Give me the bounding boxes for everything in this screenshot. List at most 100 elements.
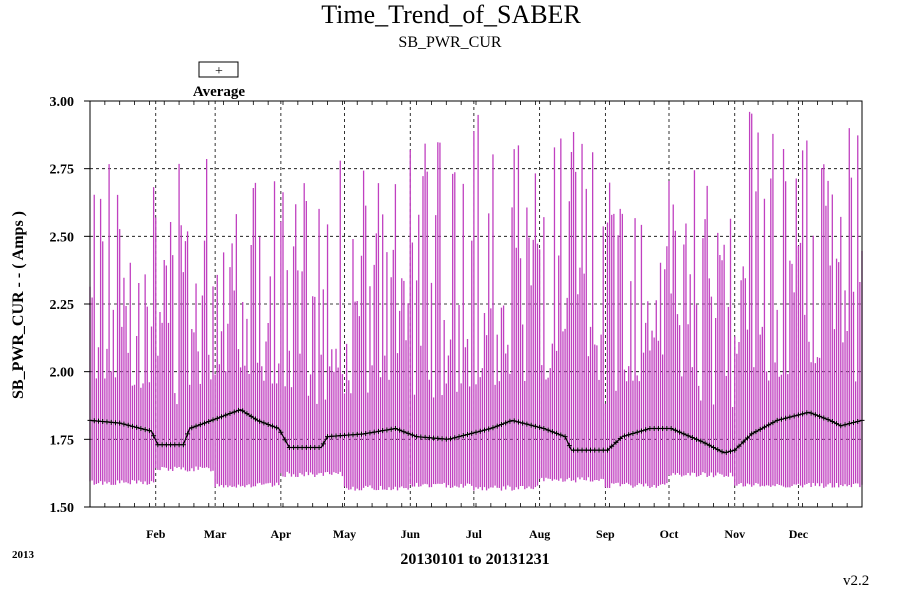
average-marker <box>146 428 152 434</box>
average-marker <box>193 423 199 429</box>
average-marker <box>168 442 174 448</box>
average-marker <box>689 435 695 441</box>
average-marker <box>414 434 420 440</box>
average-marker <box>197 422 203 428</box>
average-marker <box>554 430 560 436</box>
average-marker <box>549 429 555 435</box>
month-label: Oct <box>660 527 679 541</box>
average-marker <box>787 414 793 420</box>
legend-symbol: + <box>215 64 223 79</box>
average-marker <box>706 442 712 448</box>
average-marker <box>159 442 165 448</box>
average-marker <box>231 409 237 415</box>
average-marker <box>660 426 666 432</box>
year-label: 2013 <box>12 549 35 561</box>
average-marker <box>367 430 373 436</box>
average-marker <box>291 444 297 450</box>
average-marker <box>626 432 632 438</box>
average-marker <box>617 436 623 442</box>
y-tick-label: 1.75 <box>50 433 75 448</box>
average-marker <box>456 434 462 440</box>
average-marker <box>851 420 857 426</box>
average-marker <box>223 412 229 418</box>
average-marker <box>834 421 840 427</box>
average-marker <box>299 444 305 450</box>
average-marker <box>761 424 767 430</box>
average-marker <box>388 426 394 432</box>
average-marker <box>515 419 521 425</box>
month-label: Apr <box>271 527 292 541</box>
average-marker <box>732 447 738 453</box>
average-marker <box>600 447 606 453</box>
average-marker <box>422 434 428 440</box>
month-label: Mar <box>204 527 227 541</box>
average-marker <box>252 416 258 422</box>
average-marker <box>800 411 806 417</box>
average-marker <box>363 431 369 437</box>
average-marker <box>498 421 504 427</box>
average-marker <box>100 419 106 425</box>
average-marker <box>655 426 661 432</box>
average-marker <box>766 422 772 428</box>
average-marker <box>117 420 123 426</box>
average-marker <box>621 433 627 439</box>
average-marker <box>214 415 220 421</box>
average-marker <box>261 420 267 426</box>
average-marker <box>795 412 801 418</box>
average-marker <box>138 426 144 432</box>
average-marker <box>303 444 309 450</box>
average-marker <box>651 426 657 432</box>
average-marker <box>511 418 517 424</box>
average-marker <box>817 413 823 419</box>
average-marker <box>664 426 670 432</box>
average-marker <box>452 435 458 441</box>
average-marker <box>384 427 390 433</box>
legend-label: Average <box>193 84 246 100</box>
average-marker <box>405 430 411 436</box>
average-marker <box>571 447 577 453</box>
average-marker <box>312 444 318 450</box>
average-marker <box>545 427 551 433</box>
average-marker <box>465 431 471 437</box>
y-tick-label: 1.50 <box>50 501 75 516</box>
average-marker <box>541 426 547 432</box>
average-marker <box>325 434 331 440</box>
average-marker <box>227 411 233 417</box>
average-marker <box>121 421 127 427</box>
average-marker <box>812 412 818 418</box>
average-marker <box>342 432 348 438</box>
average-marker <box>176 442 182 448</box>
average-marker <box>202 420 208 426</box>
average-marker <box>443 436 449 442</box>
average-marker <box>532 423 538 429</box>
average-marker <box>439 436 445 442</box>
average-marker <box>685 433 691 439</box>
average-marker <box>778 416 784 422</box>
y-tick-label: 3.00 <box>50 95 75 110</box>
average-marker <box>808 410 814 416</box>
average-marker <box>694 436 700 442</box>
average-marker <box>846 421 852 427</box>
average-marker <box>494 423 500 429</box>
average-marker <box>770 420 776 426</box>
average-marker <box>371 429 377 435</box>
average-marker <box>579 447 585 453</box>
average-marker <box>358 431 364 437</box>
average-marker <box>316 444 322 450</box>
average-marker <box>206 419 212 425</box>
month-label: Jul <box>466 527 483 541</box>
average-marker <box>278 429 284 435</box>
average-marker <box>647 426 653 432</box>
average-marker <box>189 425 195 431</box>
average-marker <box>524 421 530 427</box>
average-marker <box>392 426 398 432</box>
chart-subtitle: SB_PWR_CUR <box>398 34 501 51</box>
average-marker <box>744 435 750 441</box>
average-marker <box>431 435 437 441</box>
average-marker <box>354 431 360 437</box>
average-marker <box>774 417 780 423</box>
average-marker <box>855 418 861 424</box>
legend-box <box>198 61 239 78</box>
average-marker <box>151 433 157 439</box>
average-marker <box>320 441 326 447</box>
